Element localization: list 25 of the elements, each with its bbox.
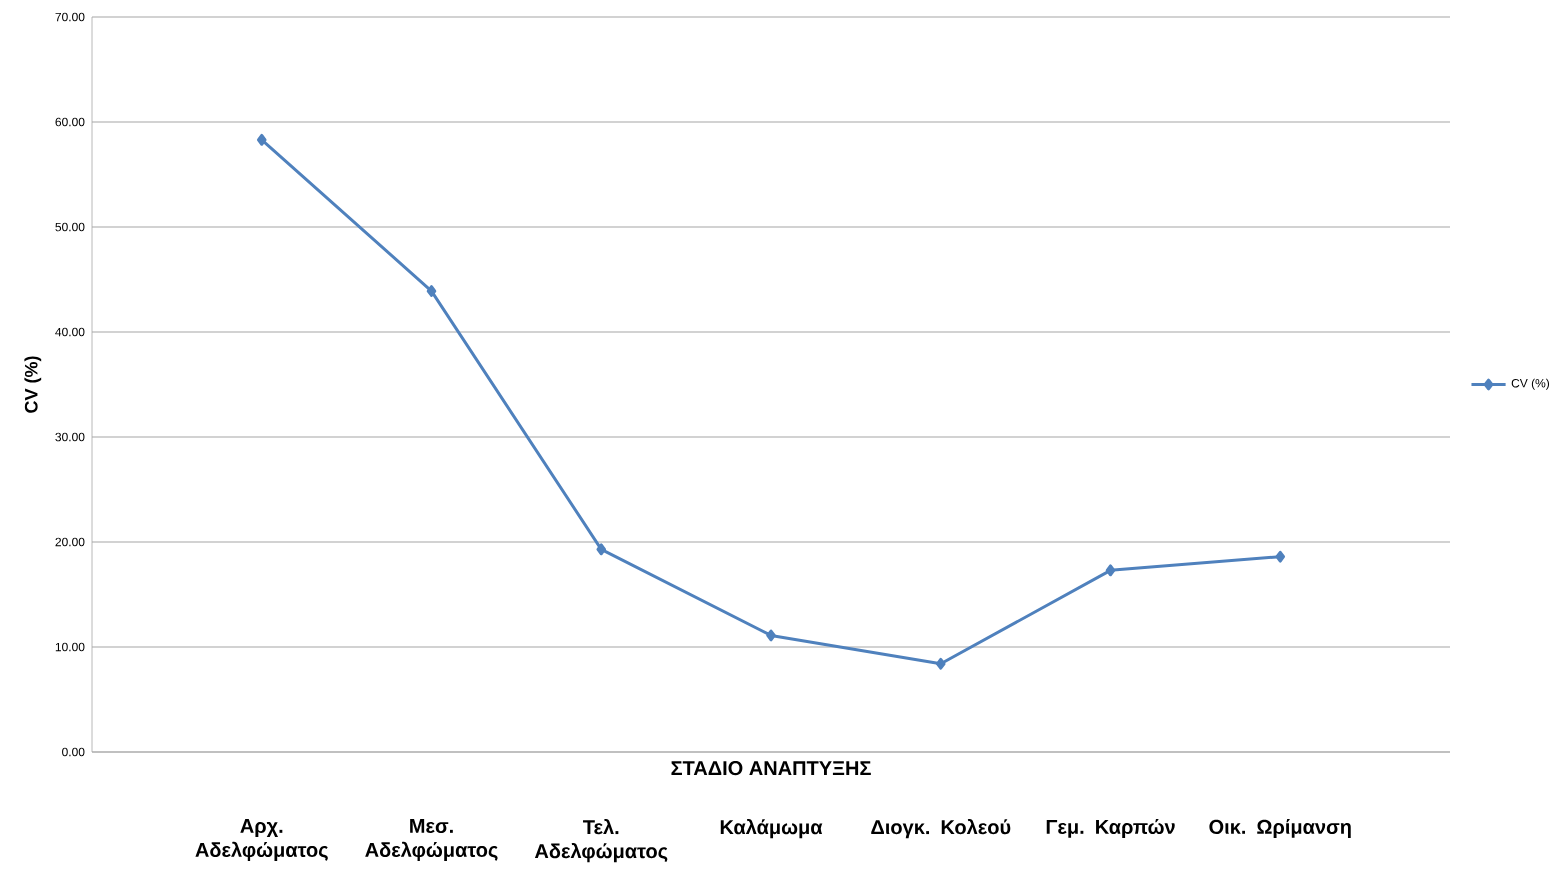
y-tick-label: 30.00 [55,432,85,442]
y-tick-label: 50.00 [55,222,85,232]
y-axis-title: CV (%) [24,356,42,413]
y-tick-label: 20.00 [55,537,85,547]
point [596,543,607,556]
point [935,657,946,670]
y-tick-label: 60.00 [55,117,85,127]
point [256,133,267,146]
x-tick-label: Μεσ. Αδελφώματος [365,819,498,861]
legend-label: CV (%) [1511,378,1550,390]
point [426,285,437,297]
x-tick-label: Καλάμωμα [720,819,823,839]
y-tick-label: 10.00 [55,642,85,652]
y-tick-label: 0.00 [62,747,85,757]
point [1105,564,1116,577]
point [766,629,776,642]
x-tick-label: Αρχ. Αδελφώματος [195,819,328,861]
y-tick-label: 40.00 [55,327,85,337]
x-tick-label: Διογκ. Κολεού [871,819,1011,839]
y-tick-label: 70.00 [55,12,85,22]
x-tick-label: Γεμ. Καρπών [1046,819,1175,838]
x-tick-label: Οικ. Ωρίμανση [1209,819,1351,838]
point [1275,550,1286,563]
x-tick-label: Τελ. Αδελφώματος [534,819,668,863]
x-axis-title: ΣΤΑΔΙΟ ΑΝΑΠΤΥΞΗΣ [671,761,871,776]
